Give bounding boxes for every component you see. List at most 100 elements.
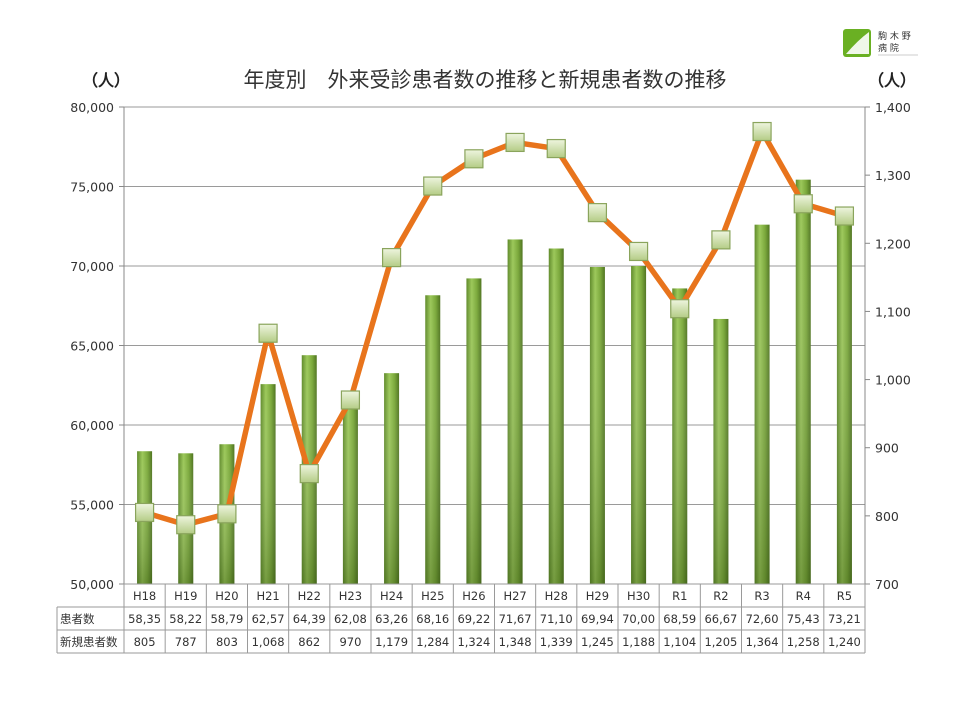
logo-leaf-icon: [846, 32, 869, 54]
bar-shade: [713, 318, 729, 584]
table-row-header: 患者数: [60, 612, 95, 626]
logo-line2: 病 院: [878, 42, 899, 54]
left-tick-label: 80,000: [70, 100, 114, 115]
left-axis-ticks: 50,000 55,000 60,000 65,000 70,000 75,000 80,0…: [70, 100, 124, 592]
line-marker: [628, 241, 649, 262]
new-patients-cell: 1,104: [663, 635, 696, 649]
category-label: R4: [796, 589, 811, 603]
line-marker: [134, 502, 155, 523]
left-tick-label: 75,000: [70, 180, 114, 195]
left-tick-label: 60,000: [70, 418, 114, 433]
new-patients-cell: 805: [134, 635, 156, 649]
patients-cell: 64,39: [293, 612, 326, 626]
new-patients-cell: 1,258: [787, 635, 820, 649]
new-patients-cell: 1,339: [540, 635, 573, 649]
new-patients-cell: 787: [175, 635, 197, 649]
bar-shade: [342, 391, 358, 584]
bar-shade: [384, 373, 400, 584]
new-patients-cell: 1,240: [828, 635, 861, 649]
new-patients-cell: 1,188: [622, 635, 655, 649]
category-label: R3: [754, 589, 769, 603]
data-table: H18 H19 H20 H21 H22 H23 H24 H25 H26 H27 H28 H29 H30 R…: [56, 583, 866, 654]
category-label: H26: [462, 589, 485, 603]
bar-shade: [466, 278, 482, 584]
patients-cell: 71,10: [540, 612, 573, 626]
line-marker: [340, 390, 361, 410]
line-marker: [258, 323, 278, 343]
new-patients-cell: 1,245: [581, 635, 614, 649]
left-tick-label: 70,000: [70, 259, 114, 274]
new-patients-cell: 1,324: [457, 635, 490, 649]
category-label: H22: [298, 589, 321, 603]
patients-cell: 66,67: [704, 612, 737, 626]
line-marker: [176, 515, 196, 535]
category-label: R1: [672, 589, 687, 603]
category-label: R5: [837, 589, 852, 603]
patients-cell: 71,67: [499, 612, 532, 626]
left-tick-label: 50,000: [70, 577, 114, 592]
patients-cell: 63,26: [375, 612, 408, 626]
patients-cell: 70,00: [622, 612, 655, 626]
category-label: H19: [174, 589, 197, 603]
left-axis-unit: （人）: [82, 71, 130, 90]
line-marker: [381, 247, 402, 268]
bar-shade: [631, 266, 647, 584]
category-label: H23: [339, 589, 362, 603]
right-tick-label: 1,100: [875, 304, 911, 319]
new-patients-cell: 970: [339, 635, 361, 649]
new-patients-cell: 1,068: [252, 635, 285, 649]
bar-shade: [260, 384, 276, 584]
right-tick-label: 800: [875, 509, 899, 524]
line-marker: [299, 464, 319, 484]
category-label: H21: [256, 589, 279, 603]
category-label: H18: [133, 589, 156, 603]
bar-shade: [548, 248, 564, 584]
new-patients-cell: 1,179: [375, 635, 408, 649]
gridlines: [124, 106, 865, 505]
new-patients-cell: 803: [216, 635, 238, 649]
patients-cell: 75,43: [787, 612, 820, 626]
category-label: H28: [545, 589, 568, 603]
bar-shade: [507, 239, 523, 584]
chart-title: 年度別 外来受診患者数の推移と新規患者数の推移: [244, 68, 727, 92]
new-patients-cell: 1,205: [704, 635, 737, 649]
left-tick-label: 55,000: [70, 498, 114, 513]
bar-shade: [425, 295, 441, 584]
category-label: H29: [586, 589, 609, 603]
right-axis-ticks: 700 800 900 1,000 1,100 1,200 1,300 1,400: [865, 100, 911, 592]
right-tick-label: 1,400: [875, 100, 911, 115]
category-label: H25: [421, 589, 444, 603]
patients-cell: 68,59: [663, 612, 696, 626]
line-marker: [505, 132, 525, 153]
hospital-logo: 駒 木 野 病 院: [843, 29, 918, 57]
category-label: H24: [380, 589, 403, 603]
bar-shade: [795, 179, 811, 584]
category-label: R2: [713, 589, 728, 603]
patients-cell: 62,57: [252, 612, 285, 626]
line-series-new-patients: [134, 121, 855, 535]
right-tick-label: 1,300: [875, 168, 911, 183]
right-tick-label: 900: [875, 441, 899, 456]
table-row-header: 新規患者数: [60, 635, 118, 649]
patients-cell: 69,22: [457, 612, 490, 626]
line-path: [141, 128, 848, 528]
patients-cell: 58,22: [169, 612, 202, 626]
bar-shade: [672, 288, 688, 584]
patients-cell: 69,94: [581, 612, 614, 626]
category-label: H27: [503, 589, 526, 603]
line-marker: [546, 138, 566, 159]
bar-series-patients: [137, 179, 852, 584]
patients-cell: 58,35: [128, 612, 161, 626]
line-marker: [217, 504, 237, 524]
new-patients-cell: 862: [298, 635, 320, 649]
left-tick-label: 65,000: [70, 339, 114, 354]
new-patients-cell: 1,364: [746, 635, 779, 649]
line-marker: [834, 206, 855, 226]
right-tick-label: 1,200: [875, 236, 911, 251]
right-tick-label: 1,000: [875, 373, 911, 388]
line-marker: [587, 203, 608, 223]
right-tick-label: 700: [875, 577, 899, 592]
line-marker: [423, 176, 443, 196]
patients-cell: 72,60: [746, 612, 779, 626]
